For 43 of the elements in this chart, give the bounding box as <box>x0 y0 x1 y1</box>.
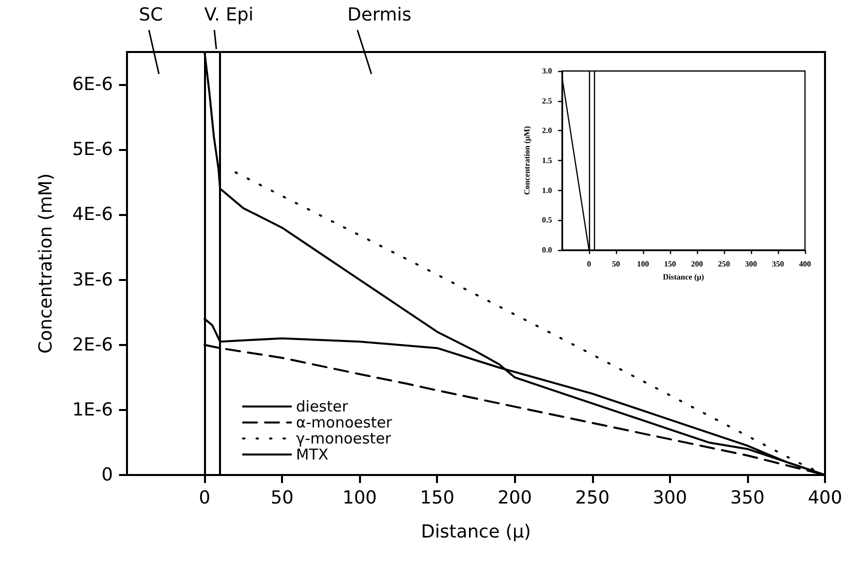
x-tick-label: 150 <box>420 488 454 508</box>
x-tick-label: 350 <box>730 488 765 508</box>
x-tick-label: 100 <box>342 488 377 508</box>
y-tick-label: 1.5 <box>542 156 552 165</box>
x-axis-title: Distance (μ) <box>421 522 531 542</box>
x-tick-label: 250 <box>575 488 610 508</box>
x-tick-label: 50 <box>612 260 620 268</box>
x-tick-label: 300 <box>745 260 757 268</box>
x-tick-label: 350 <box>772 260 784 268</box>
x-tick-label: 100 <box>637 260 649 268</box>
x-tick-label: 400 <box>799 260 811 268</box>
y-tick-label: 3.0 <box>542 66 552 76</box>
y-tick-label: 1.0 <box>542 186 552 195</box>
y-tick-label: 2.5 <box>542 96 552 106</box>
y-tick-label: 2E-6 <box>72 334 113 356</box>
y-tick-label: 2.0 <box>542 126 552 136</box>
y-axis-title: Concentration (μM) <box>522 126 532 195</box>
y-tick-label: 1E-6 <box>72 399 113 420</box>
y-tick-label: 4E-6 <box>72 204 113 226</box>
legend-label: diester <box>296 398 349 416</box>
x-tick-label: 250 <box>718 260 730 268</box>
x-tick-label: 0 <box>587 260 591 268</box>
legend-label: α-monoester <box>296 414 393 432</box>
x-tick-label: 200 <box>691 260 703 268</box>
x-tick-label: 400 <box>808 488 842 508</box>
y-tick-label: 0.5 <box>542 216 552 225</box>
y-axis-title: Concentration (mM) <box>36 173 56 354</box>
text: V. Epi <box>204 4 254 26</box>
y-tick-label: 3E-6 <box>72 269 113 290</box>
x-axis-title: Distance (μ) <box>662 272 704 282</box>
legend-label: MTX <box>296 446 328 464</box>
y-tick-label: 0.0 <box>542 246 552 254</box>
y-tick-label: 5E-6 <box>72 139 113 160</box>
y-tick-label: 6E-6 <box>72 74 113 96</box>
x-tick-label: 200 <box>498 488 532 508</box>
x-tick-label: 150 <box>664 260 676 268</box>
y-tick-label: 0 <box>102 464 113 486</box>
x-tick-label: 50 <box>270 488 294 508</box>
text: Dermis <box>347 4 412 26</box>
x-tick-label: 0 <box>198 488 210 508</box>
text: SC <box>138 4 163 26</box>
x-tick-label: 300 <box>652 488 688 508</box>
legend-label: γ-monoester <box>296 430 392 448</box>
